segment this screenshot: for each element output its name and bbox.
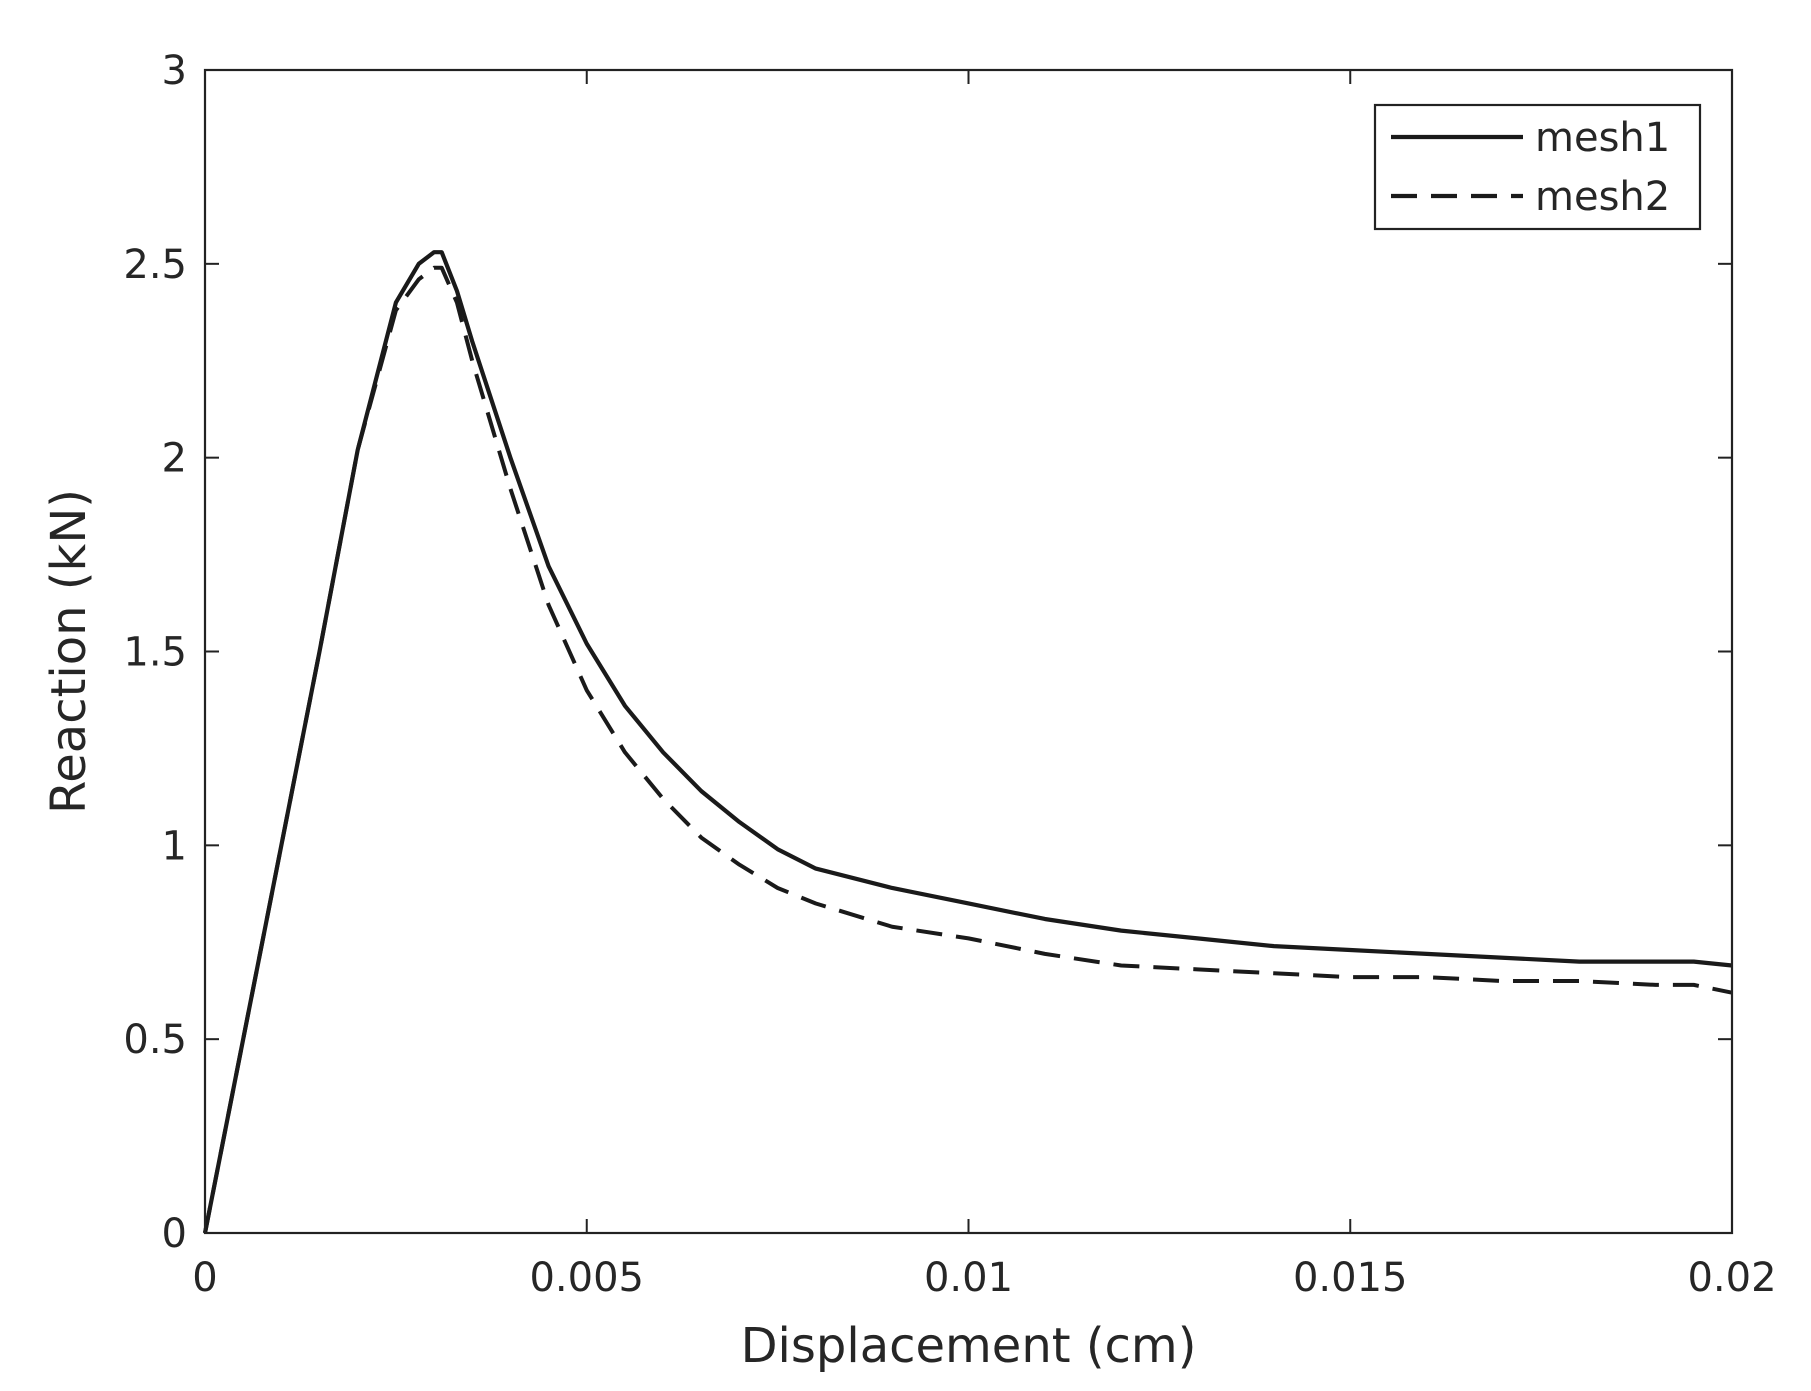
legend-label-mesh2: mesh2 bbox=[1535, 174, 1670, 220]
ticks-layer: 0 0.005 0.01 0.015 0.02 0 0.5 1 1.5 2 2.5 3 bbox=[123, 48, 1776, 1301]
series-line-mesh1 bbox=[202, 250, 1733, 1234]
y-tick-label: 1.5 bbox=[123, 630, 187, 676]
x-axis-label: Displacement (cm) bbox=[741, 1318, 1197, 1374]
legend-label-mesh1: mesh1 bbox=[1535, 115, 1670, 161]
y-tick-label: 3 bbox=[162, 48, 187, 94]
legend: mesh1 mesh2 bbox=[1373, 103, 1702, 231]
y-tick-label: 2 bbox=[162, 436, 187, 482]
series-layer bbox=[202, 250, 1733, 1234]
y-axis-label: Reaction (kN) bbox=[41, 489, 97, 814]
x-tick-label: 0.02 bbox=[1687, 1255, 1776, 1301]
y-tick-label: 0.5 bbox=[123, 1017, 187, 1063]
x-tick-label: 0 bbox=[192, 1255, 217, 1301]
x-tick-label: 0.015 bbox=[1293, 1255, 1408, 1301]
x-tick-label: 0.01 bbox=[924, 1255, 1013, 1301]
y-tick-label: 0 bbox=[162, 1211, 187, 1257]
series-line-mesh2 bbox=[203, 265, 1733, 1234]
y-tick-label: 1 bbox=[162, 823, 187, 869]
legend-box bbox=[1373, 103, 1702, 231]
y-tick-label: 2.5 bbox=[123, 242, 187, 288]
x-tick-label: 0.005 bbox=[529, 1255, 644, 1301]
